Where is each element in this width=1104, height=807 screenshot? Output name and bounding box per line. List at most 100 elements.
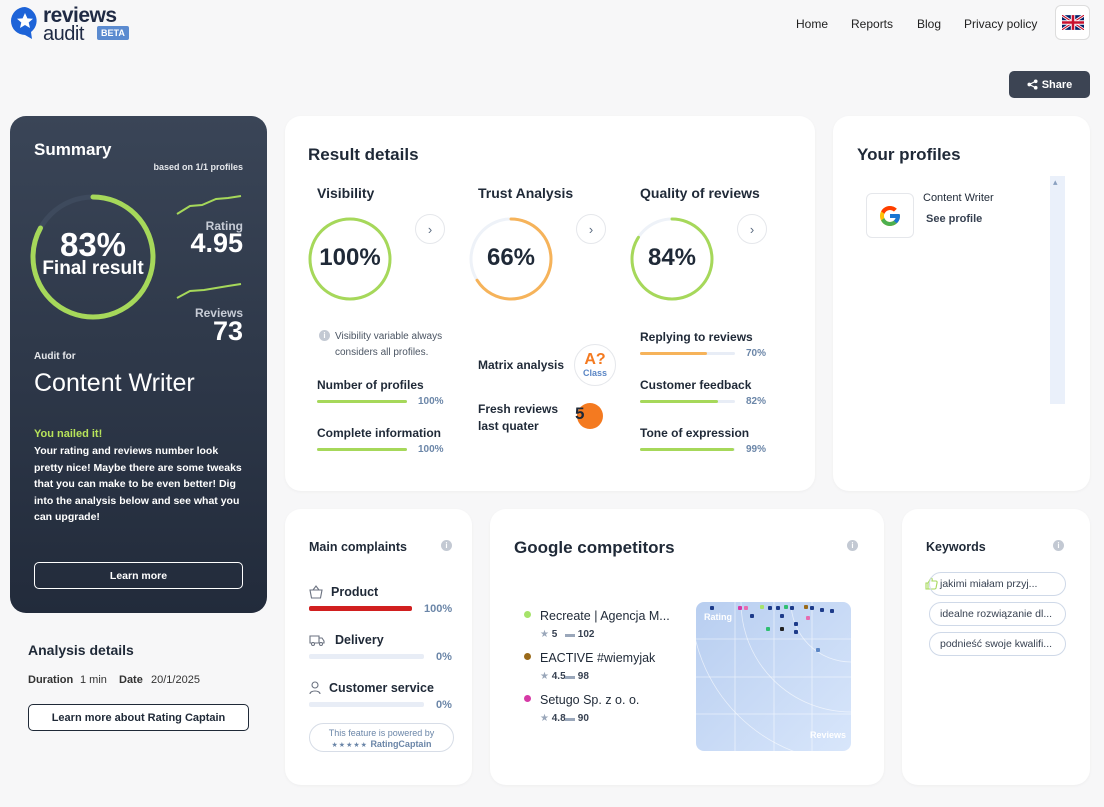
complete-information-label: Complete information — [317, 426, 442, 440]
main-complaints-card: Main complaints i Product 100% Delivery … — [285, 509, 472, 785]
fresh-reviews-sublabel: last quater — [478, 419, 539, 433]
rating-trend-sparkline — [176, 195, 242, 215]
complaint-delivery-label: Delivery — [335, 633, 384, 647]
beta-badge: BETA — [97, 26, 129, 40]
tone-of-expression-bar — [640, 448, 735, 451]
audit-for-label: Audit for — [34, 351, 76, 362]
google-competitors-title: Google competitors — [514, 538, 675, 557]
info-icon[interactable]: i — [1053, 540, 1064, 551]
visibility-note: Visibility variable always considers all… — [335, 331, 443, 358]
competitors-map[interactable]: Rating Reviews — [696, 602, 851, 751]
map-point — [830, 609, 834, 613]
map-point — [790, 606, 794, 610]
duration-value: 1 min — [80, 674, 107, 686]
date-label: Date — [119, 674, 143, 686]
map-point — [780, 614, 784, 618]
map-point — [780, 627, 784, 631]
visibility-details-button[interactable]: › — [415, 214, 445, 244]
see-profile-link[interactable]: See profile — [926, 213, 983, 225]
quality-of-reviews-percent: 84% — [647, 244, 697, 271]
info-icon: i — [319, 330, 330, 341]
trust-analysis-title: Trust Analysis — [478, 185, 574, 201]
rating-value: 4.95 — [190, 228, 243, 258]
nav-home[interactable]: Home — [796, 17, 829, 31]
map-point — [744, 606, 748, 610]
scroll-up-icon[interactable]: ▴ — [1053, 177, 1058, 187]
map-reviews-label: Reviews — [810, 730, 847, 740]
result-details-card: Result details Visibility 100% › i Visib… — [285, 116, 815, 491]
map-point — [794, 622, 798, 626]
nav-privacy-policy[interactable]: Privacy policy — [964, 17, 1038, 31]
competitor-rating: ★ 5 — [540, 629, 558, 640]
person-icon — [309, 681, 321, 695]
tone-of-expression-label: Tone of expression — [640, 426, 750, 440]
complaint-delivery-percent: 0% — [436, 651, 452, 663]
profiles-scrollbar[interactable]: ▴ — [1050, 176, 1065, 404]
competitor-name: Recreate | Agencja M... — [540, 609, 670, 623]
quality-of-reviews-title: Quality of reviews — [640, 185, 760, 201]
nav-blog[interactable]: Blog — [917, 17, 942, 31]
map-point — [820, 608, 824, 612]
share-icon — [1027, 79, 1038, 90]
learn-more-button[interactable]: Learn more — [34, 562, 243, 589]
powered-by-badge[interactable]: This feature is powered by ★★★★★ RatingC… — [309, 723, 454, 752]
powered-by-text: This feature is powered by — [328, 728, 435, 738]
replying-to-reviews-percent: 70% — [746, 348, 767, 359]
competitor-name: EACTIVE #wiemyjak — [540, 651, 656, 665]
final-result-ring: 83% Final result — [28, 192, 158, 322]
google-competitors-card: Google competitors i Recreate | Agencja … — [490, 509, 884, 785]
competitor-color-dot — [524, 611, 531, 618]
competitor-rating: ★ 4.5 — [540, 671, 566, 682]
learn-more-rating-captain-button[interactable]: Learn more about Rating Captain — [28, 704, 249, 731]
audit-name: Content Writer — [34, 369, 195, 397]
map-point — [784, 605, 788, 609]
fresh-reviews-label: Fresh reviews — [478, 402, 559, 416]
final-result-percent: 83% — [59, 226, 127, 263]
replying-to-reviews-label: Replying to reviews — [640, 330, 753, 344]
complete-information-bar — [317, 448, 407, 451]
google-profile-icon-box[interactable] — [866, 193, 914, 238]
language-selector[interactable] — [1055, 5, 1090, 40]
share-button[interactable]: Share — [1009, 71, 1090, 98]
logo[interactable]: reviews audit BETA — [10, 4, 140, 46]
logo-text-reviews: reviews — [43, 4, 117, 27]
visibility-percent: 100% — [319, 244, 381, 271]
keyword-pill[interactable]: jakimi miałam przyj... — [929, 572, 1066, 596]
star-icon: ★ — [540, 629, 549, 640]
complete-information-percent: 100% — [418, 444, 444, 455]
keyword-pill[interactable]: podnieść swoje kwalifi... — [929, 632, 1066, 656]
keywords-title: Keywords — [926, 540, 986, 554]
uk-flag-icon — [1061, 15, 1084, 30]
replying-to-reviews-bar — [640, 352, 735, 355]
info-icon[interactable]: i — [847, 540, 858, 551]
date-value: 20/1/2025 — [151, 674, 200, 686]
competitor-color-dot — [524, 695, 531, 702]
analysis-details-title: Analysis details — [28, 642, 134, 658]
main-complaints-title: Main complaints — [309, 540, 407, 554]
map-point — [804, 605, 808, 609]
star-icon: ★ — [540, 671, 549, 682]
competitor-reviews-count: ▬ 102 — [565, 629, 595, 640]
map-point — [750, 614, 754, 618]
trust-details-button[interactable]: › — [576, 214, 606, 244]
keyword-pill[interactable]: idealne rozwiązanie dl... — [929, 602, 1066, 626]
matrix-class-badge: A? Class — [574, 344, 616, 386]
nailed-heading: You nailed it! — [34, 428, 103, 440]
quality-details-button[interactable]: › — [737, 214, 767, 244]
nav-reports[interactable]: Reports — [851, 17, 894, 31]
info-icon[interactable]: i — [441, 540, 452, 551]
final-result-label: Final result — [42, 258, 144, 279]
number-of-profiles-bar — [317, 400, 407, 403]
chevron-right-icon: › — [749, 221, 755, 237]
complaint-customer-service-label: Customer service — [329, 681, 434, 695]
matrix-analysis-label: Matrix analysis — [478, 358, 565, 372]
your-profiles-card: Your profiles Content Writer See profile… — [833, 116, 1090, 491]
quality-of-reviews-ring — [630, 217, 714, 301]
delivery-truck-icon — [309, 635, 325, 646]
complaint-customer-service-bar — [309, 702, 424, 707]
complaint-product-percent: 100% — [424, 603, 453, 615]
star-icon: ★ — [540, 713, 549, 724]
map-point — [710, 606, 714, 610]
chevron-right-icon: › — [427, 221, 433, 237]
rating-label: Rating — [205, 219, 243, 233]
